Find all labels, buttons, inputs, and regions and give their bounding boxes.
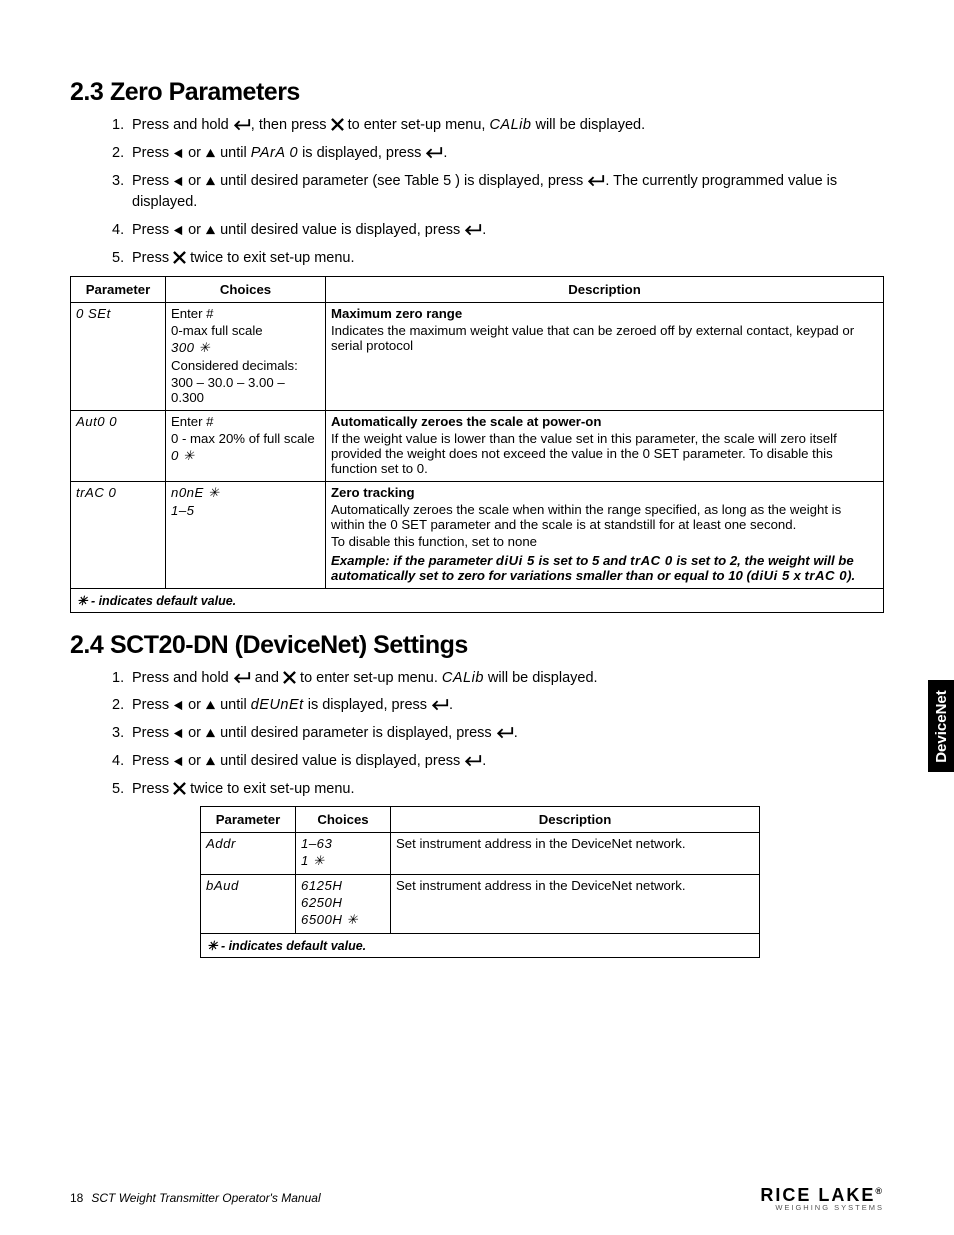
- up-icon: [205, 225, 216, 236]
- step-item: 4.Press or until desired value is displa…: [112, 220, 884, 242]
- devicenet-settings-table: Parameter Choices Description Addr 1–63 …: [200, 806, 760, 958]
- manual-title: SCT Weight Transmitter Operator's Manual: [91, 1191, 320, 1205]
- left-icon: [173, 756, 184, 767]
- enter-icon: [496, 726, 514, 739]
- enter-icon: [425, 146, 443, 159]
- left-icon: [173, 728, 184, 739]
- step-item: 3.Press or until desired parameter is di…: [112, 723, 884, 745]
- enter-icon: [233, 118, 251, 131]
- table-row: 0 SEt Enter # 0-max full scale 300 ✳ Con…: [71, 302, 884, 410]
- enter-icon: [464, 223, 482, 236]
- th-description: Description: [326, 276, 884, 302]
- th-choices: Choices: [166, 276, 326, 302]
- x-icon: [173, 251, 186, 264]
- enter-icon: [587, 174, 605, 187]
- step-item: 2.Press or until dEUnEt is displayed, pr…: [112, 695, 884, 717]
- step-item: 4.Press or until desired value is displa…: [112, 751, 884, 773]
- enter-icon: [431, 698, 449, 711]
- step-item: 5.Press twice to exit set-up menu.: [112, 779, 884, 801]
- enter-icon: [233, 671, 251, 684]
- page-number: 18: [70, 1191, 83, 1205]
- th-choices: Choices: [296, 807, 391, 833]
- left-icon: [173, 148, 184, 159]
- up-icon: [205, 148, 216, 159]
- step-item: 2.Press or until PArA 0 is displayed, pr…: [112, 143, 884, 165]
- step-item: 1.Press and hold , then press to enter s…: [112, 115, 884, 137]
- table-row: trAC 0 n0nE ✳ 1–5 Zero tracking Automati…: [71, 481, 884, 588]
- steps-list-2-4: 1.Press and hold and to enter set-up men…: [70, 668, 884, 801]
- step-item: 1.Press and hold and to enter set-up men…: [112, 668, 884, 690]
- enter-icon: [464, 754, 482, 767]
- up-icon: [205, 176, 216, 187]
- table-footnote: ✳ - indicates default value.: [201, 934, 760, 958]
- up-icon: [205, 728, 216, 739]
- th-description: Description: [391, 807, 760, 833]
- section-heading-2-3: 2.3Zero Parameters: [70, 78, 884, 107]
- left-icon: [173, 225, 184, 236]
- table-footnote: ✳ - indicates default value.: [71, 588, 884, 612]
- left-icon: [173, 700, 184, 711]
- table-row: bAud 6125H 6250H 6500H ✳ Set instrument …: [201, 875, 760, 934]
- step-item: 3.Press or until desired parameter (see …: [112, 171, 884, 215]
- x-icon: [331, 118, 344, 131]
- left-icon: [173, 176, 184, 187]
- x-icon: [173, 782, 186, 795]
- up-icon: [205, 700, 216, 711]
- brand-logo: RICE LAKE® WEIGHING SYSTEMS: [760, 1186, 884, 1212]
- side-tab-devicenet: DeviceNet: [928, 680, 954, 772]
- th-parameter: Parameter: [201, 807, 296, 833]
- step-item: 5.Press twice to exit set-up menu.: [112, 248, 884, 270]
- section-heading-2-4: 2.4SCT20-DN (DeviceNet) Settings: [70, 631, 884, 660]
- up-icon: [205, 756, 216, 767]
- th-parameter: Parameter: [71, 276, 166, 302]
- table-row: Addr 1–63 1 ✳ Set instrument address in …: [201, 833, 760, 875]
- table-row: Aut0 0 Enter # 0 - max 20% of full scale…: [71, 410, 884, 481]
- steps-list-2-3: 1.Press and hold , then press to enter s…: [70, 115, 884, 270]
- page-footer: 18 SCT Weight Transmitter Operator's Manu…: [70, 1191, 321, 1205]
- zero-parameters-table: Parameter Choices Description 0 SEt Ente…: [70, 276, 884, 613]
- x-icon: [283, 671, 296, 684]
